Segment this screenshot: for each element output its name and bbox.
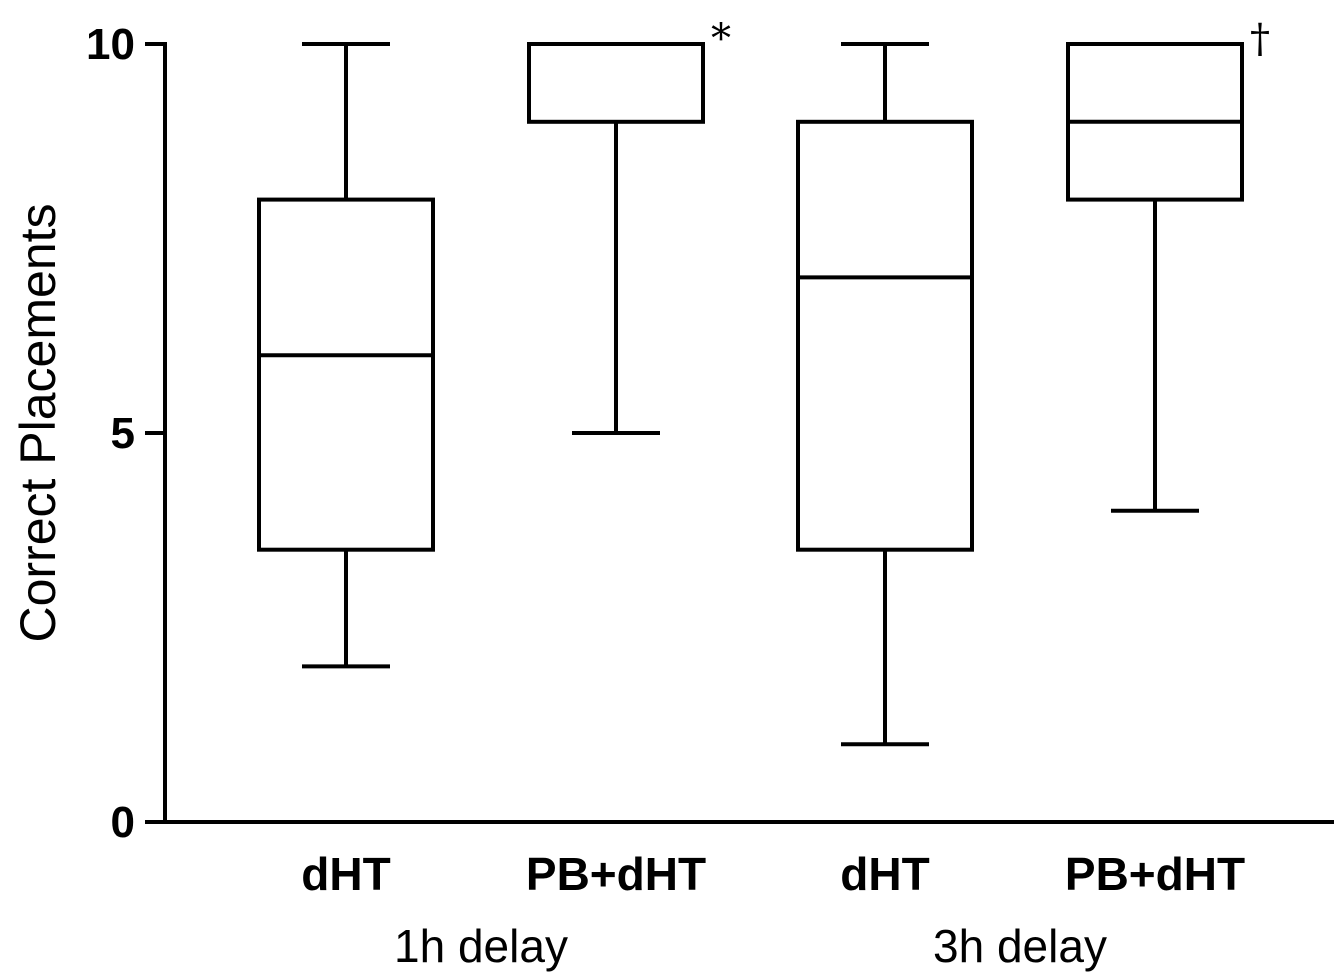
box-3	[796, 42, 974, 747]
box-1	[257, 42, 435, 669]
box-4: †	[1066, 16, 1270, 513]
boxes: * †	[257, 16, 1270, 747]
x-category-label: PB+dHT	[1065, 848, 1245, 900]
x-group-label: 1h delay	[394, 920, 568, 972]
x-group-label: 3h delay	[933, 920, 1107, 972]
y-tick-label: 5	[111, 409, 135, 458]
y-tick-label: 0	[111, 798, 135, 847]
significance-marker: *	[711, 16, 731, 62]
axes: 0 5 10	[86, 20, 1334, 847]
iqr-box	[796, 119, 974, 552]
labels: Correct Placements dHT PB+dHT dHT PB+dHT 1h d…	[10, 203, 1245, 972]
box-2: *	[527, 16, 731, 435]
x-category-label: dHT	[301, 848, 390, 900]
y-tick-label: 10	[86, 20, 135, 69]
x-category-label: dHT	[840, 848, 929, 900]
iqr-box	[527, 42, 705, 124]
iqr-box	[257, 197, 435, 552]
x-category-label: PB+dHT	[526, 848, 706, 900]
y-axis-label: Correct Placements	[10, 203, 66, 642]
significance-marker: †	[1250, 16, 1270, 62]
